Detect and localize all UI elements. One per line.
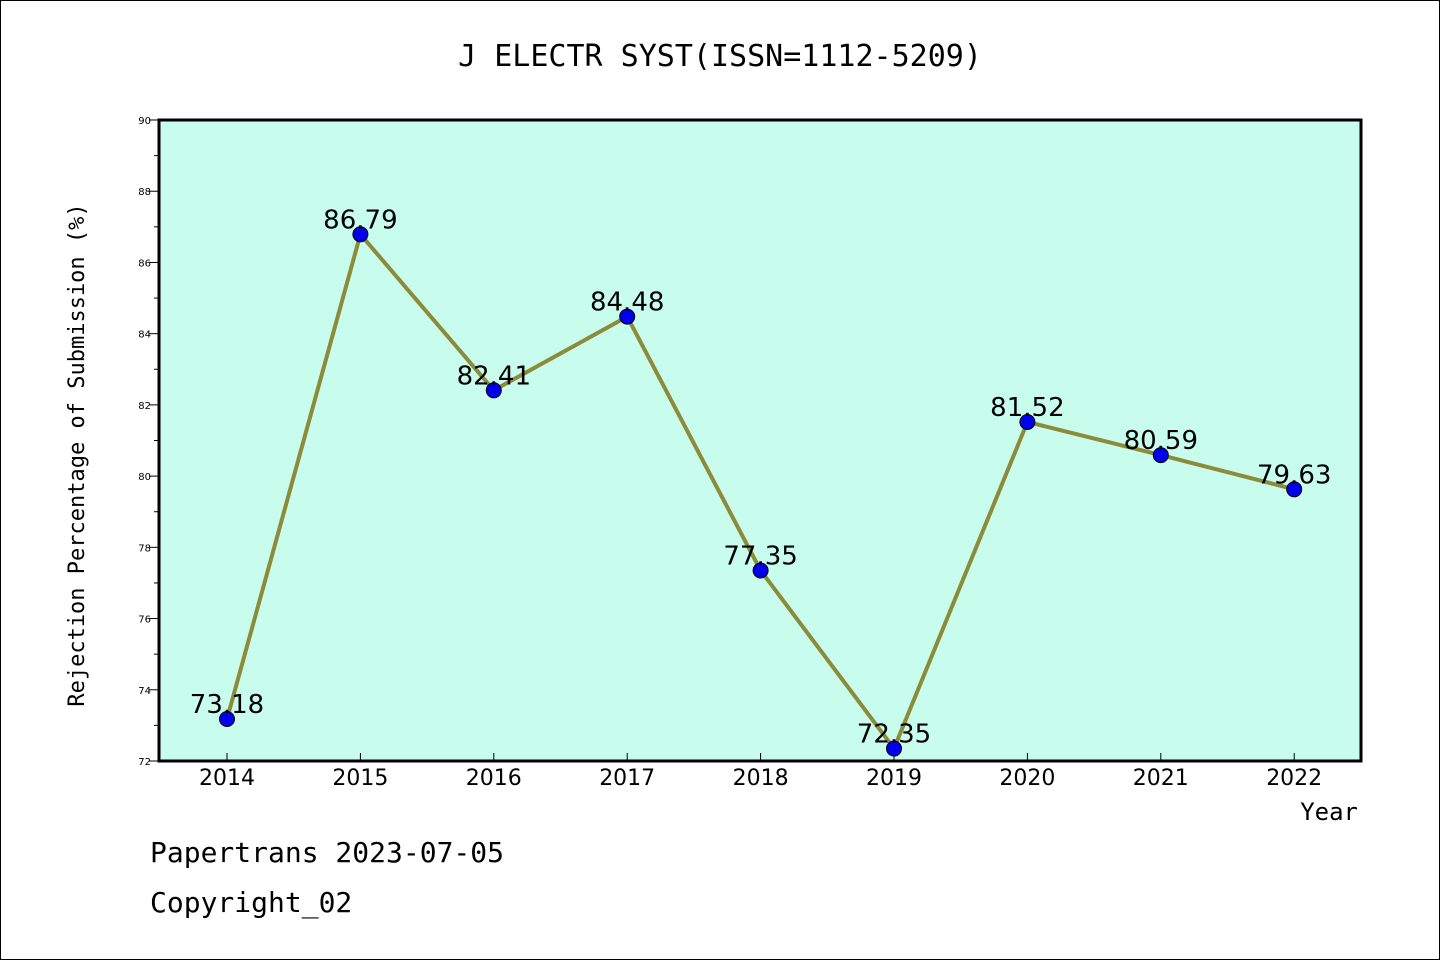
y-tick-label: 86 <box>138 258 151 269</box>
chart-title: J ELECTR SYST(ISSN=1112-5209) <box>458 39 982 74</box>
y-tick-label: 80 <box>138 472 151 483</box>
data-label: 73.18 <box>190 690 264 720</box>
y-tick-label: 76 <box>138 615 151 626</box>
x-tick-label: 2021 <box>1133 766 1189 791</box>
footer-copyright: Copyright_02 <box>150 886 353 919</box>
data-point <box>886 740 902 757</box>
data-point <box>1152 447 1169 464</box>
data-label: 80.59 <box>1124 426 1198 456</box>
x-tick-label: 2019 <box>866 766 922 791</box>
x-tick-label: 2020 <box>999 766 1055 791</box>
data-point <box>1286 481 1303 498</box>
y-tick-label: 84 <box>138 330 151 341</box>
data-label: 79.63 <box>1257 460 1331 490</box>
data-label: 77.35 <box>723 541 797 571</box>
series-rejection <box>219 226 1303 757</box>
x-tick-label: 2022 <box>1266 766 1322 791</box>
x-tick-label: 2016 <box>466 766 522 791</box>
data-label: 81.52 <box>990 393 1064 423</box>
x-axis-label: Year <box>1300 798 1358 826</box>
data-point <box>352 226 369 243</box>
x-tick-label: 2018 <box>733 766 789 791</box>
data-point <box>485 382 502 399</box>
data-point <box>1019 413 1036 430</box>
data-point <box>752 562 769 579</box>
y-axis: 72 74 76 78 80 82 84 86 88 90 <box>138 116 159 768</box>
data-label: 82.41 <box>457 361 531 391</box>
x-axis: 2014 2015 2016 2017 2018 2019 2020 2021 2022 <box>199 753 1322 791</box>
data-label: 72.35 <box>857 720 931 750</box>
y-tick-label: 88 <box>138 187 151 198</box>
y-tick-label: 72 <box>138 757 151 768</box>
x-tick-label: 2017 <box>599 766 655 791</box>
x-tick-label: 2014 <box>199 766 255 791</box>
y-tick-label: 90 <box>138 116 151 127</box>
data-label: 84.48 <box>590 288 664 318</box>
footer-date: Papertrans 2023-07-05 <box>150 836 505 869</box>
data-point <box>619 308 636 325</box>
x-tick-label: 2015 <box>332 766 388 791</box>
y-tick-label: 74 <box>138 686 151 697</box>
data-labels: 73.18 86.79 82.41 84.48 77.35 72.35 81.52 80.59… <box>190 205 1332 749</box>
y-axis-label: Rejection Percentage of Submission (%) <box>65 203 90 706</box>
data-label: 86.79 <box>323 205 397 235</box>
y-tick-label: 78 <box>138 543 151 554</box>
y-tick-label: 82 <box>138 401 151 412</box>
data-point <box>219 710 235 727</box>
